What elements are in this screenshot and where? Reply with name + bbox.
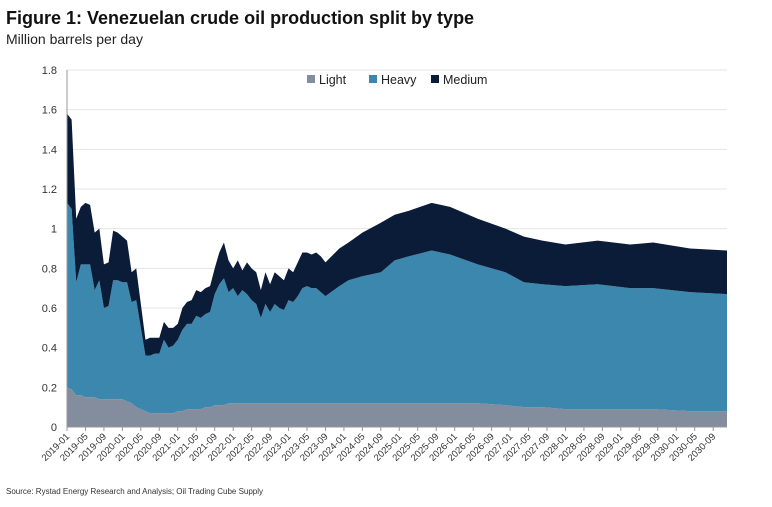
- chart-title: Figure 1: Venezuelan crude oil productio…: [6, 8, 475, 28]
- y-tick-label: 0.8: [42, 263, 57, 275]
- y-tick-label: 1.6: [42, 105, 57, 117]
- legend-label-heavy: Heavy: [381, 73, 417, 87]
- legend-swatch-medium: [431, 75, 439, 83]
- chart-subtitle: Million barrels per day: [6, 31, 143, 47]
- area-light: [67, 387, 727, 427]
- y-tick-label: 1.2: [42, 184, 57, 196]
- y-tick-label: 0.4: [42, 343, 57, 355]
- y-tick-label: 0.6: [42, 303, 57, 315]
- y-tick-label: 1.8: [42, 65, 57, 77]
- y-tick-label: 1.4: [42, 144, 57, 156]
- y-tick-label: 0.2: [42, 382, 57, 394]
- area-heavy: [67, 202, 727, 414]
- legend-label-light: Light: [319, 73, 347, 87]
- legend-label-medium: Medium: [443, 73, 487, 87]
- source-note: Source: Rystad Energy Research and Analy…: [6, 487, 264, 496]
- y-tick-label: 1: [51, 224, 57, 236]
- y-tick-label: 0: [51, 422, 57, 434]
- area-medium: [67, 113, 727, 356]
- legend-swatch-heavy: [369, 75, 377, 83]
- legend-swatch-light: [307, 75, 315, 83]
